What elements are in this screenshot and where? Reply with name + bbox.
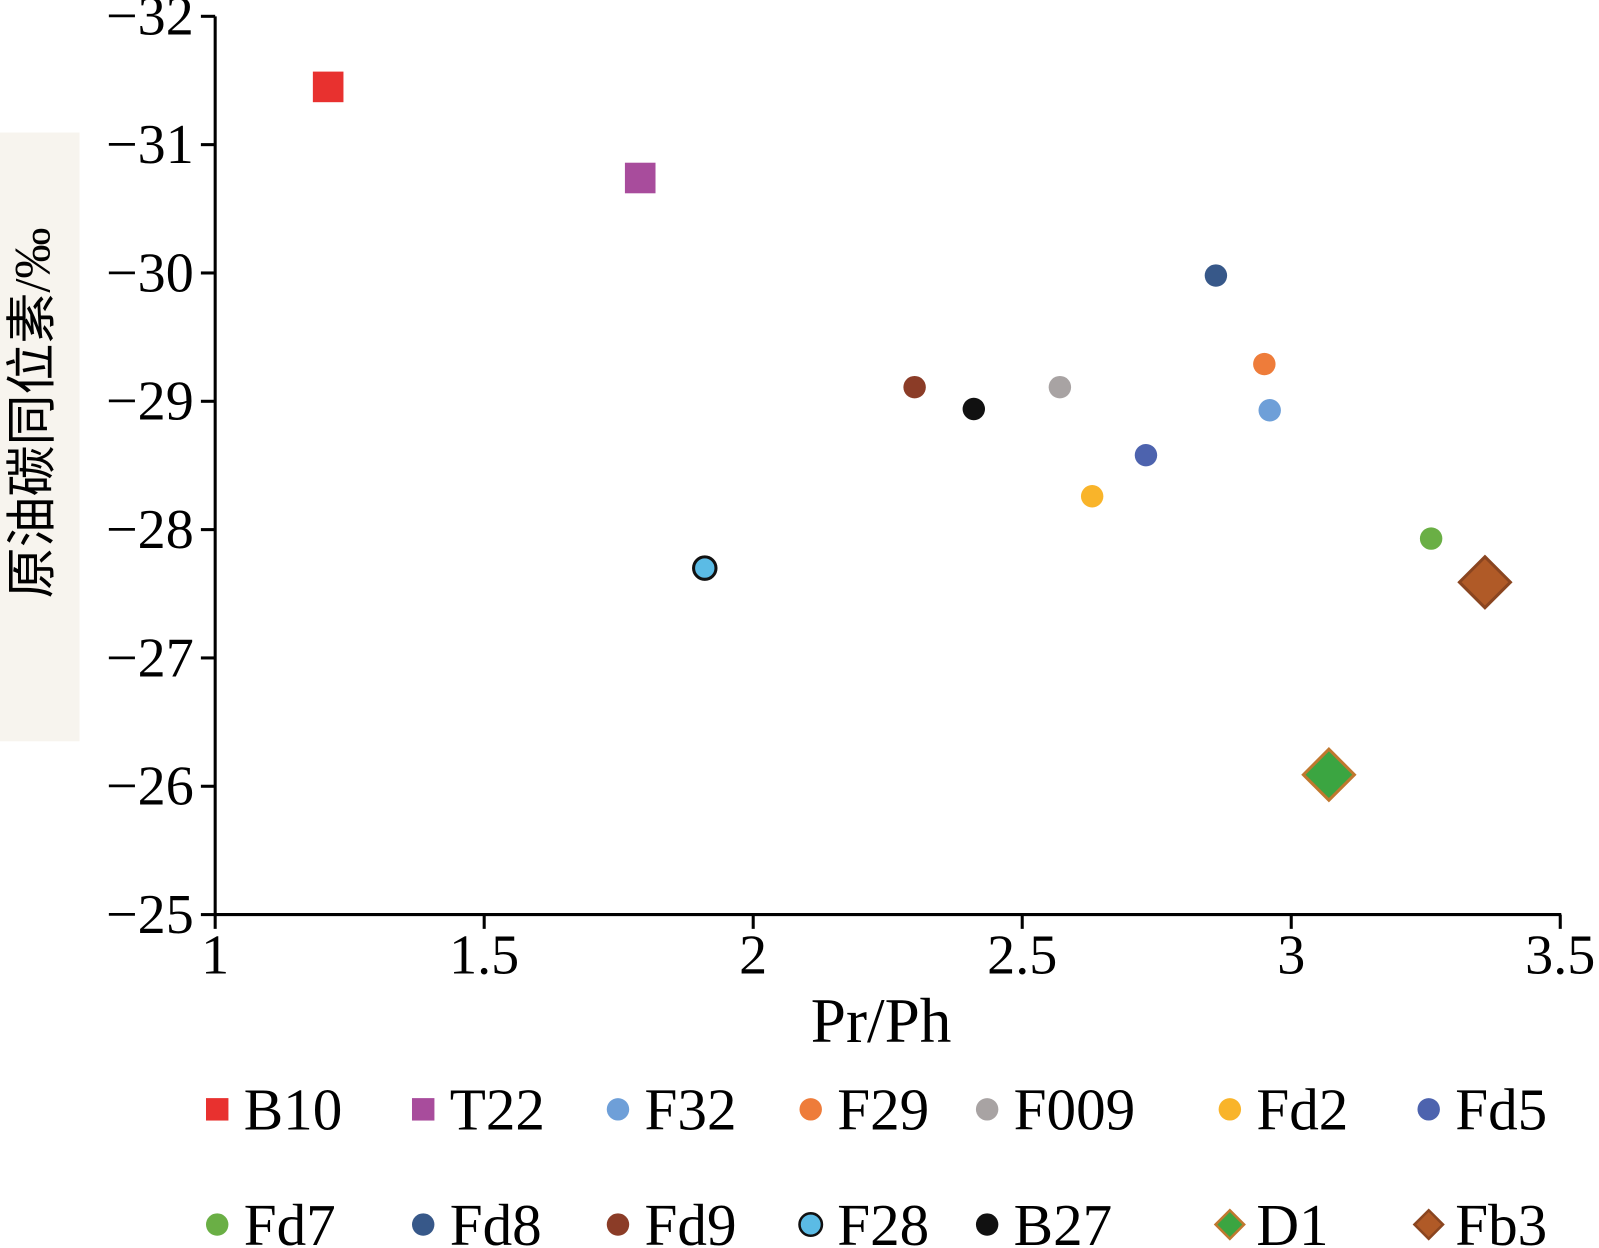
data-point-fd5	[1134, 443, 1158, 467]
data-point-fd2	[1080, 485, 1104, 508]
data-point-fd9	[903, 375, 926, 399]
data-point-f009	[1048, 375, 1072, 399]
legend-label-t22: T22	[450, 1077, 545, 1143]
data-point-f28	[692, 555, 718, 581]
legend-marker-fd9	[606, 1213, 630, 1236]
y-axis-title-background	[0, 132, 80, 742]
legend-item-f29: F29	[799, 1077, 929, 1143]
legend-marker-b27	[975, 1213, 999, 1236]
y-tick-label: −28	[106, 499, 194, 561]
legend-label-fd5: Fd5	[1455, 1077, 1547, 1143]
legend-label-fd7: Fd7	[244, 1192, 336, 1248]
legend-marker-t22	[411, 1098, 435, 1121]
x-tick-label: 3.5	[1525, 925, 1595, 987]
data-point-t22	[624, 162, 656, 194]
y-tick-label: −26	[106, 756, 194, 818]
legend-item-fd9: Fd9	[606, 1192, 737, 1248]
data-point-f32	[1258, 399, 1281, 422]
data-point-fb3	[1457, 554, 1513, 610]
y-tick-label: −31	[106, 114, 194, 176]
legend-marker-fd7	[205, 1213, 229, 1236]
legend-item-fb3: Fb3	[1412, 1192, 1547, 1248]
legend-marker-fd8	[411, 1213, 435, 1236]
legend-marker-d1	[1213, 1208, 1246, 1241]
legend-label-b27: B27	[1014, 1192, 1113, 1248]
data-point-fd8	[1204, 264, 1228, 287]
legend-item-f32: F32	[606, 1077, 737, 1143]
x-tick-label: 2	[739, 925, 767, 987]
legend-label-f28: F28	[837, 1192, 929, 1248]
legend-item-f28: F28	[798, 1192, 929, 1248]
x-axis-title: Pr/Ph	[811, 986, 952, 1056]
x-axis-ticks: 1 1.5 2 2.5 3 3.5	[201, 914, 1595, 987]
data-point-b27	[962, 397, 986, 421]
legend-label-f009: F009	[1014, 1077, 1136, 1143]
y-axis-title: 原油碳同位素/‰	[6, 227, 62, 598]
legend-label-b10: B10	[244, 1077, 343, 1143]
legend-label-f32: F32	[644, 1077, 736, 1143]
legend-item-b27: B27	[975, 1192, 1113, 1248]
legend-label-d1: D1	[1256, 1192, 1328, 1248]
y-tick-label: −30	[106, 242, 194, 304]
legend-label-fd9: Fd9	[644, 1192, 736, 1248]
legend-marker-f009	[975, 1098, 999, 1121]
legend-item-b10: B10	[205, 1077, 343, 1143]
legend-marker-b10	[205, 1098, 229, 1121]
y-axis-ticks: −32 −31 −30 −29 −28 −27 −26 −25	[106, 0, 216, 946]
legend-label-fb3: Fb3	[1455, 1192, 1547, 1248]
legend-marker-fd2	[1218, 1098, 1242, 1121]
data-point-f29	[1253, 352, 1276, 376]
legend-item-fd2: Fd2	[1218, 1077, 1348, 1143]
legend-marker-f28	[798, 1212, 824, 1238]
legend-item-fd5: Fd5	[1417, 1077, 1547, 1143]
x-tick-label: 1.5	[449, 925, 519, 987]
legend-marker-f32	[606, 1098, 630, 1121]
legend-item-f009: F009	[975, 1077, 1136, 1143]
y-tick-label: −29	[106, 371, 194, 433]
legend-label-fd2: Fd2	[1256, 1077, 1348, 1143]
legend-item-fd8: Fd8	[411, 1192, 542, 1248]
legend-label-f29: F29	[837, 1077, 929, 1143]
legend-marker-fd5	[1417, 1098, 1440, 1121]
data-point-d1	[1301, 747, 1357, 803]
data-point-b10	[312, 71, 344, 103]
x-tick-label: 3	[1277, 925, 1305, 987]
legend-item-d1: D1	[1213, 1192, 1329, 1248]
legend-marker-f29	[799, 1098, 822, 1121]
legend: B10 T22 F32 F29 F009 Fd2 Fd5 Fd7 Fd8 Fd9 F28 B27 D1 F…	[205, 1077, 1547, 1248]
legend-label-fd8: Fd8	[450, 1192, 542, 1248]
y-tick-label: −25	[106, 884, 194, 946]
plot-points	[312, 71, 1513, 803]
x-tick-label: 1	[201, 925, 229, 987]
legend-item-t22: T22	[411, 1077, 545, 1143]
y-tick-label: −32	[106, 0, 194, 48]
y-tick-label: −27	[106, 627, 194, 689]
legend-marker-fb3	[1412, 1208, 1445, 1241]
data-point-fd7	[1419, 527, 1443, 550]
legend-item-fd7: Fd7	[205, 1192, 336, 1248]
x-tick-label: 2.5	[987, 925, 1057, 987]
